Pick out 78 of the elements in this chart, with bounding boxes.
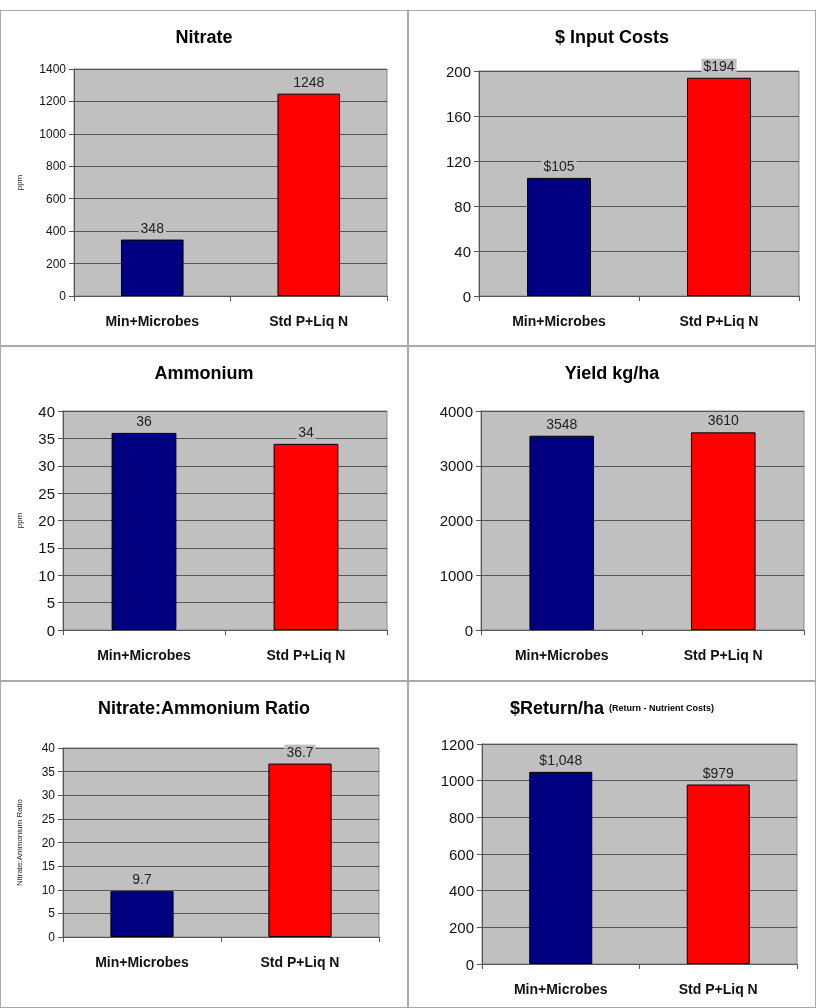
y-tick-label: 200 bbox=[445, 62, 471, 80]
data-label: 3610 bbox=[707, 412, 740, 429]
y-tick-label: 1000 bbox=[440, 772, 474, 790]
chart-subtitle: (Return - Nutrient Costs) bbox=[609, 703, 715, 713]
y-tick-label: 1200 bbox=[39, 94, 67, 109]
chart-title: Ammonium bbox=[154, 363, 254, 383]
y-tick-label: 30 bbox=[38, 457, 55, 475]
y-tick-label: 35 bbox=[41, 764, 56, 779]
x-tick-label: Min+Microbes bbox=[513, 981, 608, 997]
y-tick-label: 20 bbox=[41, 835, 56, 850]
chart-title: $Return/ha bbox=[509, 698, 605, 718]
data-label: $1,048 bbox=[539, 751, 583, 768]
y-tick-label: 40 bbox=[454, 242, 471, 260]
y-tick-label: 5 bbox=[46, 594, 55, 612]
y-tick-label: 80 bbox=[454, 197, 471, 215]
y-tick-label: 200 bbox=[448, 918, 474, 936]
y-tick-label: 200 bbox=[45, 256, 67, 271]
y-tick-label: 0 bbox=[46, 621, 55, 639]
x-tick-label: Std P+Liq N bbox=[266, 647, 346, 663]
y-tick-label: 1000 bbox=[439, 566, 473, 584]
x-tick-label: Std P+Liq N bbox=[683, 647, 763, 663]
data-label: $194 bbox=[703, 57, 735, 74]
y-tick-label: 0 bbox=[465, 955, 474, 973]
data-label: 348 bbox=[140, 219, 165, 236]
data-label: 36.7 bbox=[286, 743, 314, 760]
x-tick-label: Min+Microbes bbox=[514, 647, 609, 663]
data-label: $105 bbox=[543, 157, 575, 174]
y-tick-label: 0 bbox=[464, 621, 473, 639]
data-label: $979 bbox=[702, 764, 735, 781]
x-tick-label: Min+Microbes bbox=[95, 954, 190, 970]
y-tick-label: 10 bbox=[38, 566, 55, 584]
y-tick-label: 10 bbox=[41, 882, 56, 897]
y-tick-label: 2000 bbox=[439, 512, 473, 529]
y-tick-label: 600 bbox=[45, 191, 67, 206]
x-tick-label: Min+Microbes bbox=[105, 313, 200, 329]
y-tick-label: 35 bbox=[38, 429, 55, 447]
y-tick-label: 0 bbox=[59, 289, 67, 303]
data-label: 9.7 bbox=[132, 871, 152, 888]
y-tick-label: 1000 bbox=[39, 126, 67, 141]
x-tick-label: Min+Microbes bbox=[512, 313, 607, 329]
y-tick-label: 40 bbox=[41, 741, 56, 755]
data-label: 36 bbox=[136, 412, 152, 429]
y-tick-label: 25 bbox=[38, 484, 55, 502]
data-label: 3548 bbox=[546, 415, 578, 432]
chart-title: $ Input Costs bbox=[554, 27, 670, 47]
chart-title: Yield kg/ha bbox=[564, 363, 661, 383]
y-tick-label: 0 bbox=[48, 930, 56, 944]
x-tick-label: Min+Microbes bbox=[97, 647, 192, 663]
chart-title: Nitrate:Ammonium Ratio bbox=[97, 698, 311, 718]
data-label: 1248 bbox=[293, 73, 325, 90]
x-tick-label: Std P+Liq N bbox=[679, 313, 759, 329]
y-tick-label: 40 bbox=[38, 402, 55, 420]
y-tick-label: 800 bbox=[448, 808, 474, 826]
y-axis-title: Nitrate:Ammonium Ratio bbox=[14, 798, 24, 887]
y-tick-label: 15 bbox=[38, 539, 55, 557]
x-tick-label: Std P+Liq N bbox=[260, 954, 340, 970]
data-label: 34 bbox=[298, 423, 314, 440]
x-tick-label: Std P+Liq N bbox=[269, 313, 349, 329]
y-tick-label: 800 bbox=[45, 159, 67, 174]
y-tick-label: 0 bbox=[462, 287, 471, 305]
y-axis-title: ppm bbox=[14, 512, 24, 529]
y-tick-label: 30 bbox=[41, 788, 56, 803]
y-tick-label: 1400 bbox=[39, 62, 67, 76]
y-tick-label: 4000 bbox=[439, 402, 473, 420]
y-tick-label: 400 bbox=[448, 882, 474, 900]
x-tick-label: Std P+Liq N bbox=[678, 981, 758, 997]
y-tick-label: 160 bbox=[445, 107, 471, 125]
y-tick-label: 400 bbox=[45, 224, 67, 239]
y-tick-label: 120 bbox=[445, 152, 471, 170]
y-tick-label: 5 bbox=[48, 906, 56, 921]
y-tick-label: 3000 bbox=[439, 457, 473, 475]
y-tick-label: 20 bbox=[38, 512, 55, 529]
y-tick-label: 600 bbox=[448, 845, 474, 863]
y-tick-label: 1200 bbox=[440, 735, 474, 753]
y-axis-title: ppm bbox=[14, 174, 24, 191]
y-tick-label: 15 bbox=[41, 859, 56, 874]
y-tick-label: 25 bbox=[41, 811, 56, 826]
chart-title: Nitrate bbox=[175, 27, 233, 47]
